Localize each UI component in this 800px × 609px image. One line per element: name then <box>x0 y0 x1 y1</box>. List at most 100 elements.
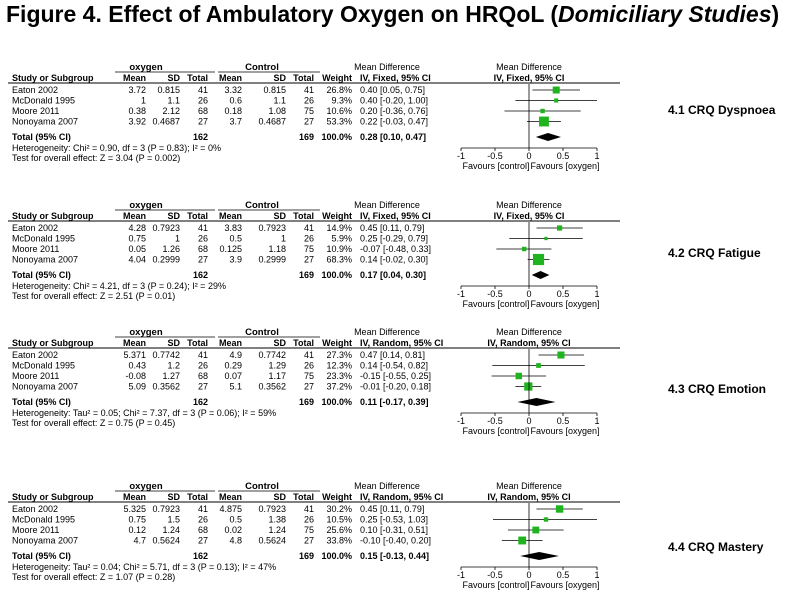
column-header-study: Study or Subgroup <box>12 492 94 502</box>
column-header-total: Total <box>187 338 208 348</box>
study-weight: 53.3% <box>326 117 352 127</box>
oxygen-mean: 0.12 <box>128 525 146 535</box>
oxygen-total: 26 <box>198 234 208 244</box>
oxygen-mean: 0.75 <box>128 234 146 244</box>
control-sd: 1.1 <box>273 96 286 106</box>
study-name: Nonoyama 2007 <box>12 255 78 265</box>
column-header-method-plot: IV, Fixed, 95% CI <box>494 211 565 221</box>
pooled-diamond <box>517 398 556 406</box>
md-header-plot: Mean Difference <box>496 200 562 210</box>
control-mean: 0.29 <box>224 361 242 371</box>
column-header-study: Study or Subgroup <box>12 73 94 83</box>
control-mean: 5.1 <box>229 382 242 392</box>
control-mean: 0.5 <box>229 234 242 244</box>
total-weight: 100.0% <box>321 270 352 280</box>
mean-difference-ci: 0.47 [0.14, 0.81] <box>360 350 425 360</box>
x-tick-label: 0 <box>526 416 531 426</box>
oxygen-mean: 4.28 <box>128 223 146 233</box>
control-total: 41 <box>304 85 314 95</box>
total-weight: 100.0% <box>321 551 352 561</box>
oxygen-sd: 1.27 <box>162 371 180 381</box>
control-sd: 1.18 <box>268 244 286 254</box>
oxygen-mean: 0.75 <box>128 515 146 525</box>
outcome-label-fatigue: 4.2 CRQ Fatigue <box>668 246 761 260</box>
column-header-mean: Mean <box>123 73 146 83</box>
column-header-total: Total <box>293 73 314 83</box>
oxygen-mean: 3.72 <box>128 85 146 95</box>
oxygen-sd: 0.815 <box>157 85 180 95</box>
control-total-sum: 169 <box>299 270 314 280</box>
x-tick-label: 0.5 <box>557 570 570 580</box>
oxygen-total: 26 <box>198 361 208 371</box>
column-header-mean: Mean <box>219 73 242 83</box>
study-name: Moore 2011 <box>12 244 59 254</box>
effect-square <box>557 351 565 359</box>
mean-difference-ci: -0.07 [-0.48, 0.33] <box>360 244 431 254</box>
favours-oxygen-label: Favours [oxygen] <box>530 426 599 436</box>
group-header-oxygen: oxygen <box>129 200 162 211</box>
oxygen-mean: 0.05 <box>128 244 146 254</box>
forest-plot-fatigue: oxygen Control Mean Difference Mean Differe… <box>8 200 620 309</box>
figure-title-main: Figure 4. Effect of Ambulatory Oxygen on… <box>6 1 559 27</box>
control-total: 26 <box>304 96 314 106</box>
mean-difference-ci: -0.15 [-0.55, 0.25] <box>360 371 431 381</box>
forest-plot-dyspnoea: oxygen Control Mean Difference Mean Differe… <box>8 62 620 171</box>
control-sd: 1.17 <box>268 371 286 381</box>
control-total: 41 <box>304 350 314 360</box>
column-header-sd: SD <box>273 73 286 83</box>
oxygen-mean: 0.43 <box>128 361 146 371</box>
favours-control-label: Favours [control] <box>462 161 529 171</box>
oxygen-total: 68 <box>198 371 208 381</box>
group-header-oxygen: oxygen <box>129 62 162 73</box>
control-total: 26 <box>304 234 314 244</box>
x-tick-label: -1 <box>457 289 465 299</box>
outcome-label-mastery: 4.4 CRQ Mastery <box>668 540 764 554</box>
effect-square <box>540 108 545 114</box>
study-weight: 26.8% <box>326 85 352 95</box>
effect-square <box>543 517 549 522</box>
oxygen-mean: 1 <box>141 96 146 106</box>
control-mean: 4.9 <box>229 350 242 360</box>
x-tick-label: 0.5 <box>557 289 570 299</box>
oxygen-sd: 1.5 <box>167 515 180 525</box>
total-label: Total (95% CI) <box>12 132 71 142</box>
control-sd: 0.3562 <box>258 382 286 392</box>
md-header-plot: Mean Difference <box>496 62 562 72</box>
oxygen-sd: 1.2 <box>167 361 180 371</box>
forest-plot-mastery: oxygen Control Mean Difference Mean Differe… <box>8 481 620 590</box>
oxygen-sd: 1.24 <box>162 525 180 535</box>
control-total: 75 <box>304 371 314 381</box>
favours-oxygen-label: Favours [oxygen] <box>530 299 599 309</box>
control-total: 41 <box>304 504 314 514</box>
control-total: 41 <box>304 223 314 233</box>
x-tick-label: -0.5 <box>487 570 503 580</box>
control-total: 75 <box>304 244 314 254</box>
x-tick-label: 0 <box>526 289 531 299</box>
effect-square <box>539 116 549 127</box>
study-weight: 10.5% <box>326 515 352 525</box>
total-label: Total (95% CI) <box>12 270 71 280</box>
oxygen-sd: 0.3562 <box>152 382 180 392</box>
oxygen-total: 26 <box>198 515 208 525</box>
mean-difference-ci: 0.22 [-0.03, 0.47] <box>360 117 428 127</box>
study-name: Eaton 2002 <box>12 504 58 514</box>
heterogeneity-text: Heterogeneity: Chi² = 4.21, df = 3 (P = … <box>12 281 226 291</box>
control-mean: 0.02 <box>224 525 242 535</box>
oxygen-total-sum: 162 <box>193 270 208 280</box>
column-header-method: IV, Random, 95% CI <box>360 338 443 348</box>
control-total: 27 <box>304 536 314 546</box>
column-header-sd: SD <box>273 211 286 221</box>
oxygen-total: 41 <box>198 85 208 95</box>
column-header-mean: Mean <box>219 338 242 348</box>
figure-title-end: ) <box>771 1 780 27</box>
control-mean: 3.32 <box>224 85 242 95</box>
pooled-ci: 0.28 [0.10, 0.47] <box>360 132 426 142</box>
total-weight: 100.0% <box>321 132 352 142</box>
x-tick-label: -0.5 <box>487 151 503 161</box>
pooled-ci: 0.11 [-0.17, 0.39] <box>360 397 429 407</box>
oxygen-total: 27 <box>198 255 208 265</box>
study-name: McDonald 1995 <box>12 361 75 371</box>
heterogeneity-text: Heterogeneity: Chi² = 0.90, df = 3 (P = … <box>12 143 221 153</box>
oxygen-sd: 1.1 <box>167 96 180 106</box>
control-total: 75 <box>304 525 314 535</box>
